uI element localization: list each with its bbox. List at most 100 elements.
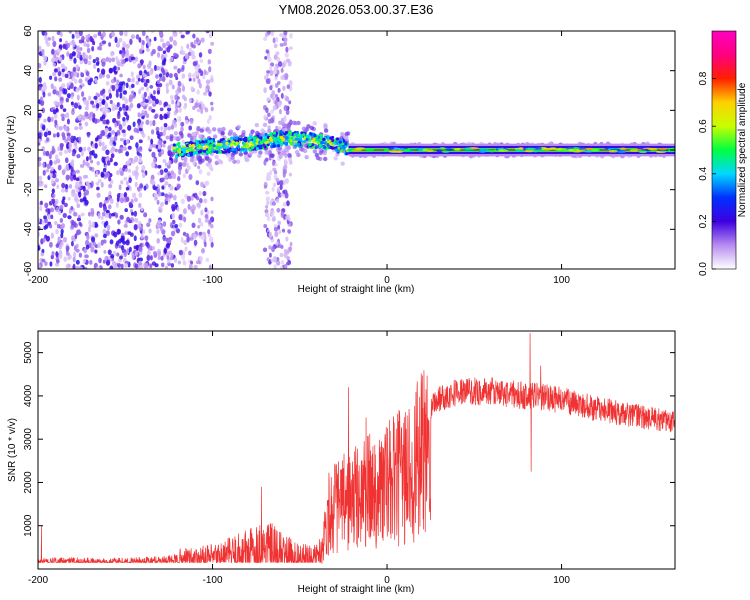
spectrogram-noise-blob [79,198,84,203]
spectrogram-noise-blob [84,254,89,259]
spectrogram-noise-blob [62,43,66,50]
spectrogram-band-haze [173,158,178,164]
spectrogram-noise-blob [108,183,113,189]
spectrogram-noise-blob [273,43,278,49]
spectrogram-noise-blob [100,181,104,188]
spectrogram-noise-blob [111,107,115,112]
spectrogram-noise-blob [68,142,72,149]
spectrogram-noise-blob [134,181,138,188]
spectrogram-noise-blob [49,261,53,267]
spectrogram-noise-blob [58,77,63,82]
spectrogram-noise-blob [136,128,140,134]
spectrogram-noise-blob [279,180,284,186]
spectrogram-noise-blob [119,137,124,142]
spectrogram-noise-blob [104,103,109,109]
spectrogram-band-core [175,143,179,147]
spectrogram-noise-blob [118,124,123,131]
spectrogram-band-core [255,138,260,142]
spectrogram-noise-blob [283,252,288,258]
spectrogram-noise-blob [78,105,82,110]
spectrogram-noise-blob [111,32,116,37]
spectrogram-noise-blob [280,260,285,265]
spectrogram-noise-blob [90,159,94,164]
spectrogram-noise-blob [56,184,60,190]
spectrogram-band-blob [426,149,434,152]
spectrogram-noise-blob [123,263,129,268]
spectrogram-noise-blob [50,116,54,122]
spectrogram-noise-blob [138,139,143,144]
spectrogram-noise-blob [159,115,164,121]
spectrogram-noise-blob [107,126,112,132]
spectrogram-band-core [345,152,349,156]
spectrogram-noise-blob [269,169,273,176]
spectrogram-band-core [190,148,194,152]
spectrogram-noise-blob [171,119,177,126]
spectrogram-band-core [269,132,273,136]
spectrogram-noise-blob [109,136,114,143]
spectrogram-band-core [329,142,333,146]
spectrogram-noise-blob [176,206,180,212]
spectrogram-noise-blob [274,162,278,167]
spectrogram-noise-blob [124,98,128,105]
spectrogram-band-core [264,137,268,141]
spectrogram-noise-blob [289,32,293,39]
spectrogram-band-core [338,140,342,144]
spectrogram-noise-blob [270,258,275,263]
spectrogram-noise-blob [194,102,199,109]
spectrogram-noise-blob [115,56,119,61]
spectrogram-noise-blob [156,52,161,58]
spectrogram-noise-blob [138,37,142,43]
spectrogram-noise-blob [89,77,94,83]
spectrogram-noise-blob [186,236,190,243]
spectrogram-band-core [178,153,182,157]
spectrogram-noise-blob [96,186,100,191]
spectrogram-noise-blob [39,205,43,212]
spectrogram-noise-blob [45,208,49,213]
spectrogram-noise-blob [116,102,120,107]
spectrogram-noise-blob [287,229,292,234]
spectrogram-noise-blob [44,234,48,239]
spectrogram-noise-blob [288,79,293,87]
spectrogram-noise-blob [172,31,177,34]
spectrogram-noise-blob [105,149,110,156]
spectrogram-band-core [218,150,222,154]
spectrogram-band-blob [518,147,524,150]
spectrogram-noise-blob [169,185,174,191]
spectrogram-noise-blob [110,254,115,259]
y-tick-label: 4000 [23,384,34,407]
spectrogram-band-core [305,137,309,142]
spectrogram-noise-blob [102,119,107,125]
spectrogram-noise-blob [118,184,122,191]
spectrogram-noise-blob [273,264,277,269]
spectrogram-noise-blob [139,123,143,129]
spectrogram-noise-blob [147,95,151,101]
spectrogram-noise-blob [100,239,104,246]
spectrogram-noise-blob [160,262,165,268]
spectrogram-noise-blob [59,145,64,151]
spectrogram-noise-blob [183,156,188,163]
spectrogram-band-core [177,149,181,153]
spectrogram-noise-blob [200,181,204,188]
spectrogram-band-core [183,147,188,151]
spectrogram-noise-blob [63,149,69,154]
spectrogram-noise-blob [57,146,61,152]
spectrogram-noise-blob [159,225,164,232]
spectrogram-noise-blob [181,85,186,92]
spectrogram-noise-blob [77,114,82,121]
spectrogram-noise-blob [127,231,132,235]
spectrogram-noise-blob [173,72,178,78]
spectrogram-noise-blob [125,43,130,49]
spectrogram-noise-blob [192,77,196,82]
spectrogram-band-core [290,136,294,140]
spectrogram-noise-blob [182,232,187,236]
spectrogram-noise-blob [269,65,273,71]
spectrogram-noise-blob [207,59,212,65]
spectrogram-noise-blob [151,109,156,113]
spectrogram-noise-blob [263,159,267,166]
spectrogram-noise-blob [177,68,181,74]
spectrogram-noise-blob [90,246,95,253]
spectrogram-noise-blob [80,71,84,78]
spectrogram-band-haze [294,149,300,155]
spectrogram-noise-blob [152,119,156,127]
spectrogram-noise-blob [105,230,110,236]
